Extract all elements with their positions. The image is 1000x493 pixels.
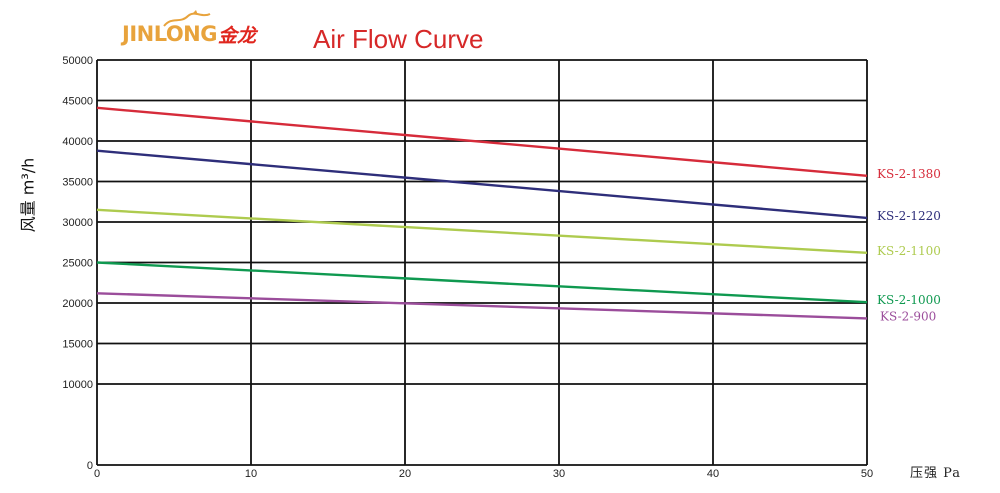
series-label: KS-2-1100 <box>877 244 941 258</box>
y-tick-label: 30000 <box>62 217 93 229</box>
grid <box>96 59 868 466</box>
series-label: KS-2-1000 <box>877 293 941 307</box>
x-tick-label: 30 <box>553 468 565 480</box>
x-tick-label: 20 <box>399 468 411 480</box>
series-label: KS-2-900 <box>880 309 936 323</box>
series-line <box>96 261 868 304</box>
chart-title: Air Flow Curve <box>313 24 484 54</box>
dragon-logo-icon <box>163 10 211 27</box>
series-labels: KS-2-1380 KS-2-1220 KS-2-1100 KS-2-1000 KS-2… <box>877 167 941 324</box>
logo-text: JINLONG <box>122 22 218 46</box>
x-tick-label: 10 <box>245 468 257 480</box>
logo-chinese-text: 金龙 <box>218 24 257 47</box>
series-line <box>96 292 868 320</box>
y-tick-label: 10000 <box>62 379 93 391</box>
x-tick-label: 0 <box>94 468 100 480</box>
series-lines <box>96 106 868 320</box>
y-tick-label: 45000 <box>62 96 93 108</box>
y-tick-label: 35000 <box>62 177 93 189</box>
y-tick-labels: 0 10000 15000 20000 25000 30000 35000 40000 4500… <box>62 55 93 472</box>
y-tick-label: 15000 <box>62 339 93 351</box>
series-line <box>96 106 868 178</box>
y-tick-label: 40000 <box>62 136 93 148</box>
series-line <box>96 208 868 254</box>
series-label: KS-2-1220 <box>877 209 941 223</box>
series-label: KS-2-1380 <box>877 167 941 181</box>
x-axis-label: 压强 Pa <box>910 466 962 481</box>
y-tick-label: 25000 <box>62 258 93 270</box>
y-tick-label: 50000 <box>62 55 93 67</box>
x-tick-label: 40 <box>707 468 719 480</box>
x-tick-label: 50 <box>861 468 873 480</box>
series-line <box>96 149 868 220</box>
y-tick-label: 0 <box>87 460 93 472</box>
x-tick-labels: 0 10 20 30 40 50 <box>94 468 873 480</box>
brand-logo: JINLONG 金龙 <box>122 10 257 54</box>
y-tick-label: 20000 <box>62 298 93 310</box>
